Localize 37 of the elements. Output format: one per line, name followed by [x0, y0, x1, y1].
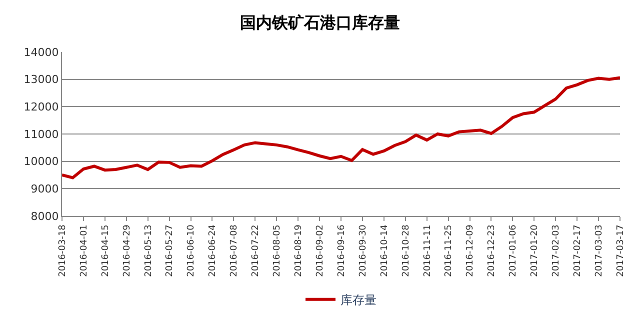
x-tick-label: 2016-08-05: [272, 224, 283, 277]
x-tick-label: 2016-04-01: [79, 224, 90, 277]
x-tick-label: 2017-03-03: [594, 224, 604, 277]
x-tick-label: 2017-01-06: [508, 224, 519, 277]
x-tick-label: 2016-06-24: [208, 224, 218, 277]
x-tick-label: 2016-03-18: [58, 224, 68, 277]
x-tick-label: 2016-10-28: [401, 224, 412, 277]
x-tick-label: 2017-02-03: [552, 224, 562, 277]
y-tick-label: 8000: [30, 210, 59, 223]
x-tick-label: 2016-11-11: [422, 224, 433, 277]
chart-title: 国内铁矿石港口库存量: [240, 12, 400, 32]
x-tick-label: 2016-07-22: [251, 224, 262, 277]
x-tick-label: 2016-04-29: [122, 224, 132, 277]
x-tick-label: 2016-09-16: [336, 224, 347, 277]
x-tick-label: 2016-11-25: [444, 224, 454, 277]
x-tick-label: 2016-09-02: [315, 224, 326, 277]
x-tick-label: 2016-08-19: [294, 224, 304, 277]
x-tick-label: 2016-06-10: [186, 224, 197, 277]
x-tick-label: 2016-09-30: [358, 224, 368, 277]
line-series: [62, 76, 620, 180]
legend-label: 库存量: [340, 293, 376, 308]
x-tick-label: 2016-12-09: [466, 224, 476, 277]
y-tick-label: 11000: [24, 128, 59, 141]
y-tick-label: 10000: [24, 155, 59, 168]
x-tick-label: 2017-01-20: [530, 224, 540, 277]
x-tick-label: 2017-03-17: [616, 224, 626, 277]
x-tick-label: 2016-05-27: [165, 224, 176, 277]
y-tick-label: 12000: [24, 100, 59, 114]
x-tick-label: 2016-12-23: [487, 224, 498, 277]
x-tick-label: 2016-10-14: [380, 224, 390, 277]
y-tick-label: 13000: [24, 73, 59, 86]
x-tick-label: 2016-04-15: [100, 224, 111, 277]
y-tick-label: 14000: [24, 46, 59, 59]
x-tick-label: 2017-02-17: [573, 224, 584, 277]
x-tick-label: 2016-07-08: [230, 224, 240, 277]
x-tick-label: 2016-05-13: [144, 224, 154, 277]
y-tick-label: 9000: [30, 182, 59, 196]
